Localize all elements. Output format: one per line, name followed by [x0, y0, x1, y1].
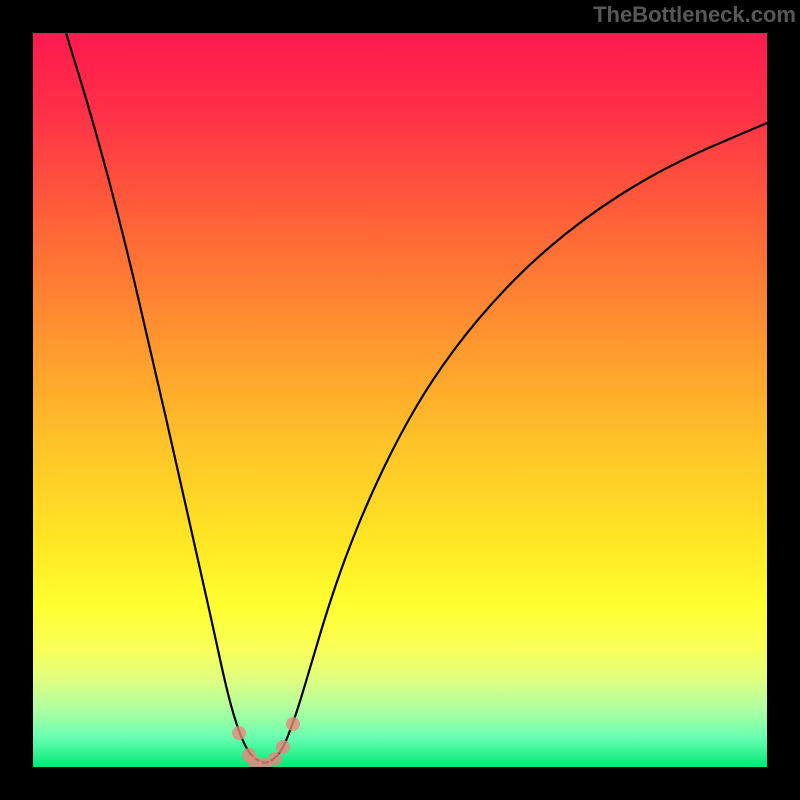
plot-area — [33, 33, 767, 767]
gradient-background — [33, 33, 767, 767]
chart-container: TheBottleneck.com — [0, 0, 800, 800]
watermark-text: TheBottleneck.com — [593, 2, 796, 28]
